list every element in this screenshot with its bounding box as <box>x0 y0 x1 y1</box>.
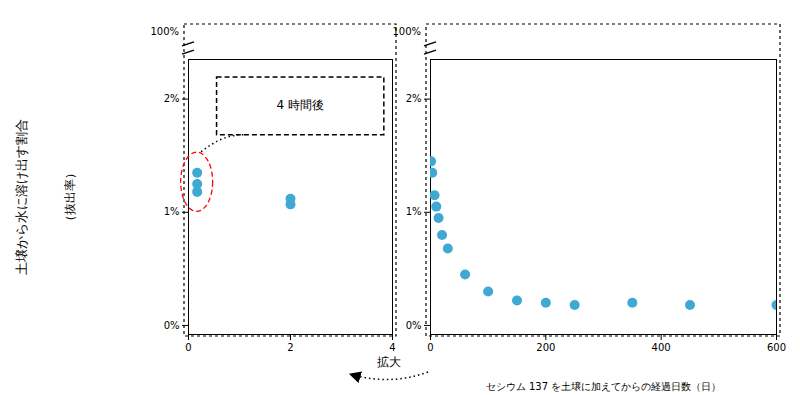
svg-text:拡大: 拡大 <box>377 355 401 369</box>
svg-text:2%: 2% <box>406 93 422 104</box>
svg-text:4: 4 <box>389 342 395 353</box>
svg-text:100%: 100% <box>150 26 179 37</box>
svg-text:0: 0 <box>427 342 433 353</box>
svg-text:100%: 100% <box>392 26 421 37</box>
html-text:（抜出率）: （抜出率） <box>62 167 77 227</box>
svg-text:0: 0 <box>185 342 191 353</box>
svg-text:0%: 0% <box>164 320 180 331</box>
svg-text:400: 400 <box>652 342 671 353</box>
svg-text:200: 200 <box>536 342 555 353</box>
svg-text:600: 600 <box>767 342 786 353</box>
svg-text:4 時間後: 4 時間後 <box>276 98 323 112</box>
html-text:土壌から水に溶け出す割合: 土壌から水に溶け出す割合 <box>14 119 29 275</box>
svg-text:1%: 1% <box>164 206 180 217</box>
svg-text:1%: 1% <box>406 206 422 217</box>
svg-text:0%: 0% <box>406 320 422 331</box>
svg-text:2%: 2% <box>164 93 180 104</box>
svg-text:セシウム 137 を土壌に加えてからの経過日数（日）: セシウム 137 を土壌に加えてからの経過日数（日） <box>486 381 721 392</box>
svg-text:2: 2 <box>287 342 293 353</box>
